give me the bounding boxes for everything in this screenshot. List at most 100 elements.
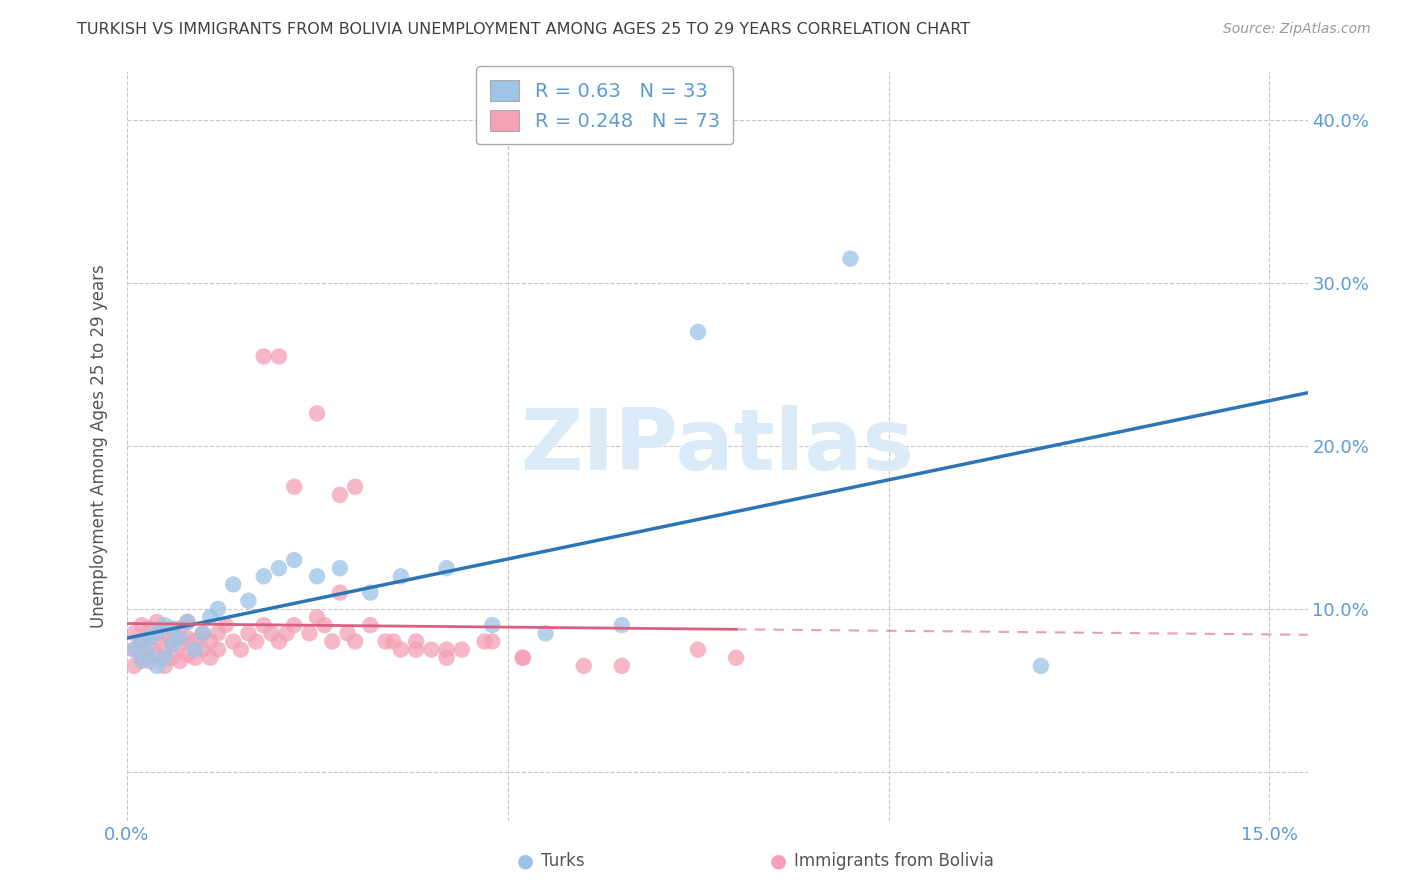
- Point: [389, 642, 412, 657]
- Point: [153, 642, 176, 657]
- Point: [176, 631, 198, 645]
- Text: ●: ●: [770, 851, 787, 871]
- Point: [122, 642, 145, 657]
- Point: [191, 626, 214, 640]
- Point: [450, 642, 472, 657]
- Point: [267, 561, 290, 575]
- Point: [138, 638, 160, 652]
- Point: [512, 650, 534, 665]
- Point: [138, 631, 160, 645]
- Point: [572, 659, 595, 673]
- Point: [283, 553, 305, 567]
- Point: [207, 642, 229, 657]
- Point: [329, 488, 352, 502]
- Point: [131, 634, 153, 648]
- Point: [329, 561, 352, 575]
- Point: [359, 618, 381, 632]
- Point: [276, 626, 298, 640]
- Point: [1029, 659, 1052, 673]
- Point: [253, 569, 276, 583]
- Point: [305, 406, 328, 420]
- Point: [131, 650, 153, 665]
- Point: [122, 642, 145, 657]
- Point: [329, 585, 352, 599]
- Point: [245, 634, 267, 648]
- Text: ZIPatlas: ZIPatlas: [520, 404, 914, 488]
- Point: [153, 626, 176, 640]
- Point: [436, 650, 458, 665]
- Point: [389, 569, 412, 583]
- Point: [169, 631, 191, 645]
- Text: Immigrants from Bolivia: Immigrants from Bolivia: [794, 852, 994, 870]
- Point: [839, 252, 862, 266]
- Point: [305, 610, 328, 624]
- Point: [686, 642, 709, 657]
- Y-axis label: Unemployment Among Ages 25 to 29 years: Unemployment Among Ages 25 to 29 years: [90, 264, 108, 628]
- Point: [374, 634, 396, 648]
- Point: [420, 642, 443, 657]
- Point: [162, 622, 184, 636]
- Text: Turks: Turks: [541, 852, 585, 870]
- Point: [214, 618, 236, 632]
- Point: [138, 622, 160, 636]
- Point: [610, 659, 633, 673]
- Point: [162, 650, 184, 665]
- Point: [146, 615, 169, 629]
- Point: [229, 642, 252, 657]
- Point: [436, 561, 458, 575]
- Point: [512, 650, 534, 665]
- Point: [146, 648, 169, 662]
- Point: [176, 648, 198, 662]
- Point: [162, 638, 184, 652]
- Point: [191, 642, 214, 657]
- Point: [436, 642, 458, 657]
- Text: TURKISH VS IMMIGRANTS FROM BOLIVIA UNEMPLOYMENT AMONG AGES 25 TO 29 YEARS CORREL: TURKISH VS IMMIGRANTS FROM BOLIVIA UNEMP…: [77, 22, 970, 37]
- Point: [481, 634, 503, 648]
- Point: [200, 650, 222, 665]
- Point: [405, 642, 427, 657]
- Point: [176, 615, 198, 629]
- Point: [122, 626, 145, 640]
- Point: [200, 610, 222, 624]
- Text: Source: ZipAtlas.com: Source: ZipAtlas.com: [1223, 22, 1371, 37]
- Point: [146, 659, 169, 673]
- Point: [610, 618, 633, 632]
- Point: [131, 618, 153, 632]
- Point: [238, 626, 260, 640]
- Point: [169, 638, 191, 652]
- Point: [238, 593, 260, 607]
- Point: [474, 634, 496, 648]
- Point: [534, 626, 557, 640]
- Point: [305, 569, 328, 583]
- Point: [169, 654, 191, 668]
- Point: [200, 634, 222, 648]
- Point: [405, 634, 427, 648]
- Point: [686, 325, 709, 339]
- Point: [131, 654, 153, 668]
- Point: [138, 654, 160, 668]
- Point: [184, 650, 207, 665]
- Point: [359, 585, 381, 599]
- Point: [344, 480, 367, 494]
- Point: [207, 626, 229, 640]
- Point: [146, 631, 169, 645]
- Point: [146, 626, 169, 640]
- Point: [267, 350, 290, 364]
- Point: [169, 622, 191, 636]
- Point: [481, 618, 503, 632]
- Point: [138, 648, 160, 662]
- Point: [253, 350, 276, 364]
- Point: [260, 626, 283, 640]
- Point: [222, 634, 245, 648]
- Point: [153, 618, 176, 632]
- Point: [336, 626, 359, 640]
- Point: [283, 618, 305, 632]
- Legend: R = 0.63   N = 33, R = 0.248   N = 73: R = 0.63 N = 33, R = 0.248 N = 73: [477, 66, 734, 145]
- Point: [283, 480, 305, 494]
- Point: [162, 634, 184, 648]
- Point: [222, 577, 245, 591]
- Point: [253, 618, 276, 632]
- Point: [207, 602, 229, 616]
- Point: [314, 618, 336, 632]
- Point: [153, 659, 176, 673]
